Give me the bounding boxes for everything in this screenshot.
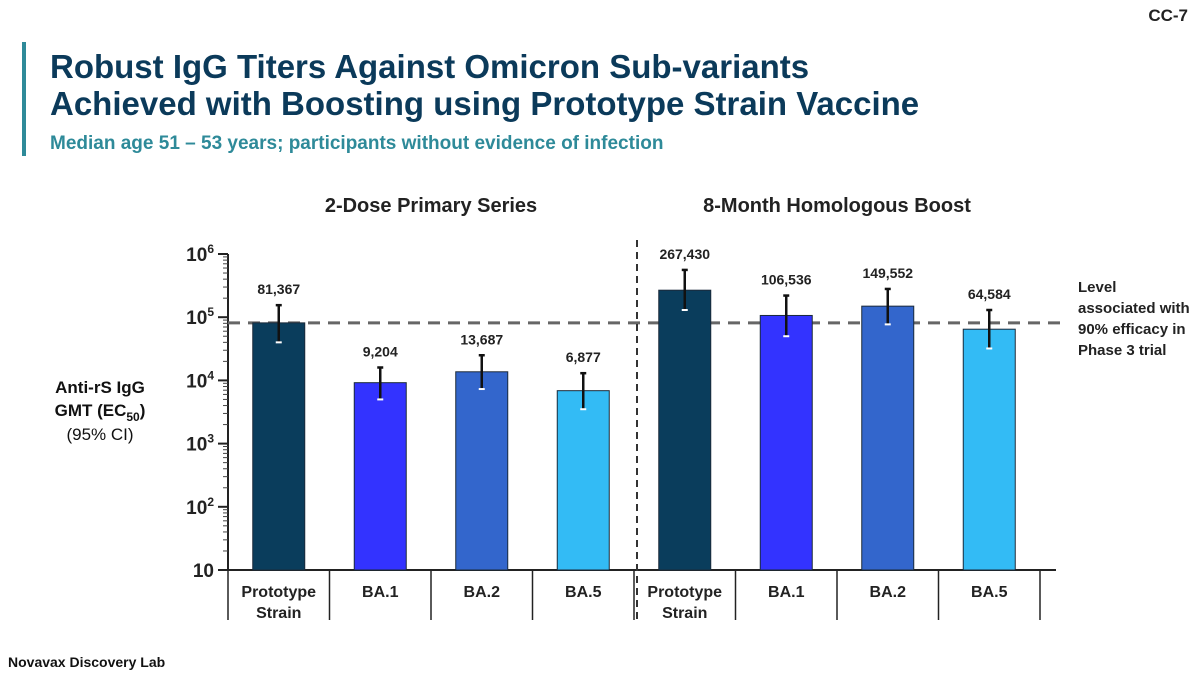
y-axis-label: (95% CI): [66, 425, 133, 444]
bar: [962, 328, 1016, 571]
y-tick-label: 104: [186, 368, 214, 392]
x-tick-label: BA.5: [565, 584, 602, 601]
x-tick-label: Strain: [256, 605, 301, 622]
reference-line-label: 90% efficacy in: [1078, 321, 1186, 338]
title-line: Achieved with Boosting using Prototype S…: [50, 85, 920, 122]
reference-line-label: Phase 3 trial: [1078, 342, 1166, 359]
y-axis-label: Anti-rS IgG: [55, 378, 145, 397]
y-tick-label: 102: [186, 495, 214, 519]
footer-source: Novavax Discovery Lab: [8, 654, 166, 670]
x-tick-label: BA.1: [362, 584, 399, 601]
slide-id: CC-7: [1148, 6, 1188, 25]
bar: [658, 289, 712, 571]
subtitle: Median age 51 – 53 years; participants w…: [50, 133, 664, 154]
bar: [759, 314, 813, 571]
bar: [556, 390, 610, 571]
bar: [455, 371, 509, 571]
data-label: 6,877: [566, 349, 601, 365]
y-tick-label: 103: [186, 432, 214, 456]
page-title: Robust IgG Titers Against Omicron Sub-va…: [50, 48, 919, 122]
x-tick-label: Strain: [662, 605, 707, 622]
x-tick-label: Prototype: [241, 584, 316, 601]
data-label: 9,204: [363, 343, 398, 359]
y-tick-label: 10: [193, 561, 214, 582]
y-tick-label: 105: [186, 305, 214, 329]
title-line: Robust IgG Titers Against Omicron Sub-va…: [50, 48, 810, 85]
y-axis-label: GMT (EC50): [55, 401, 146, 424]
reference-line-label: associated with: [1078, 300, 1190, 317]
accent-bar: [22, 42, 26, 156]
x-tick-label: BA.1: [768, 584, 805, 601]
data-label: 106,536: [761, 272, 812, 288]
group-title: 8-Month Homologous Boost: [703, 195, 971, 217]
x-tick-label: Prototype: [647, 584, 722, 601]
data-label: 13,687: [460, 331, 503, 347]
bar: [353, 382, 407, 571]
data-label: 149,552: [862, 265, 913, 281]
group-title: 2-Dose Primary Series: [325, 195, 537, 217]
data-label: 267,430: [659, 246, 710, 262]
x-tick-label: BA.5: [971, 584, 1008, 601]
x-tick-label: BA.2: [870, 584, 907, 601]
bar: [252, 322, 306, 571]
data-label: 81,367: [257, 281, 300, 297]
reference-line-label: Level: [1078, 279, 1116, 296]
bar: [861, 305, 915, 571]
data-label: 64,584: [968, 286, 1011, 302]
y-tick-label: 106: [186, 242, 214, 266]
x-tick-label: BA.2: [464, 584, 501, 601]
